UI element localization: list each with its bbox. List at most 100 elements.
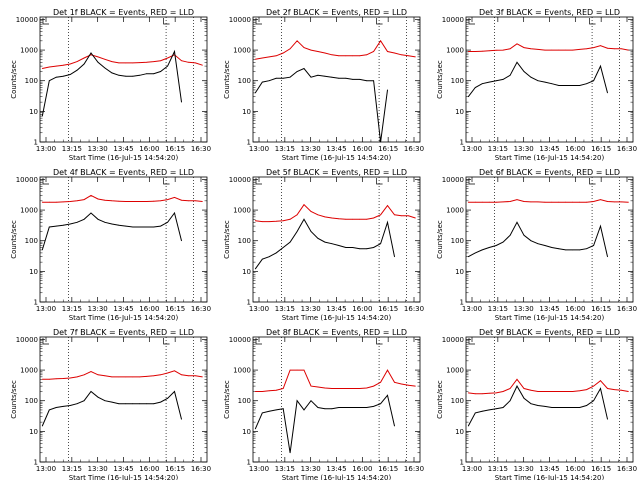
lld-point — [380, 40, 381, 42]
lld-point — [593, 47, 594, 48]
plot-frame — [39, 176, 208, 303]
lld-point — [621, 48, 622, 50]
events-point — [69, 74, 71, 75]
lld-point — [261, 57, 263, 59]
events-point — [48, 80, 50, 82]
events-point — [516, 221, 518, 223]
lld-point — [345, 55, 347, 57]
events-point — [565, 85, 567, 86]
events-point — [607, 418, 608, 420]
events-point — [261, 258, 263, 260]
events-point — [530, 240, 532, 242]
lld-point — [481, 393, 483, 395]
x-tick-label: 13:45 — [326, 145, 346, 153]
lld-point — [474, 201, 476, 203]
y-tick-label: 10 — [242, 108, 251, 116]
lld-point — [551, 201, 553, 203]
lld-point — [261, 391, 263, 392]
x-tick-label: 16:30 — [191, 145, 211, 153]
events-point — [289, 76, 291, 78]
events-point — [296, 71, 298, 72]
events-point — [593, 80, 594, 82]
interval-bracket — [163, 18, 170, 25]
x-tick-label: 13:30 — [301, 145, 321, 153]
lld-point — [600, 199, 601, 201]
lld-point — [254, 58, 256, 60]
lld-point — [373, 385, 374, 387]
interval-bracket — [42, 178, 49, 185]
x-tick-label: 16:00 — [565, 145, 585, 153]
series-events-line — [254, 218, 395, 270]
events-point — [586, 248, 587, 250]
lld-point — [523, 388, 525, 389]
series-lld-line — [468, 43, 629, 52]
lld-point — [607, 388, 608, 389]
y-tick-label: 1 — [34, 299, 38, 307]
y-tick-label: 10 — [455, 108, 464, 116]
lld-point — [516, 378, 518, 380]
lld-point — [352, 55, 354, 57]
x-tick-label: 13:00 — [36, 145, 56, 153]
events-point — [509, 74, 511, 76]
events-point — [544, 81, 546, 83]
lld-point — [586, 389, 587, 390]
events-point — [41, 115, 43, 117]
y-tick-label: 100 — [451, 77, 464, 85]
y-tick-label: 1 — [247, 139, 251, 147]
series-lld-line — [255, 39, 416, 60]
y-tick-label: 1000 — [233, 47, 251, 55]
panel-9: Det 9f BLACK = Events, RED = LLD 1 10 100 10… — [436, 328, 637, 480]
lld-point — [268, 221, 270, 223]
series-events-line — [254, 67, 388, 143]
events-point — [48, 409, 50, 411]
lld-point — [558, 201, 560, 203]
events-point — [55, 225, 57, 227]
y-tick-label: 1000 — [20, 47, 38, 55]
lld-point — [509, 388, 511, 389]
interval-bracket — [468, 338, 475, 345]
lld-point — [579, 49, 581, 50]
events-point — [467, 256, 469, 258]
x-tick-label: 13:30 — [88, 145, 108, 153]
y-tick-label: 1 — [247, 299, 251, 307]
interval-bracket — [163, 338, 170, 345]
lld-point — [331, 388, 333, 389]
lld-point — [373, 217, 374, 219]
lld-point — [394, 214, 395, 216]
panel-title: Det 7f BLACK = Events, RED = LLD — [53, 328, 194, 337]
y-tick-label: 10 — [455, 268, 464, 276]
lld-point — [153, 200, 155, 202]
y-tick-label: 1 — [247, 459, 251, 467]
lld-point — [495, 392, 497, 394]
panel-5: Det 5f BLACK = Events, RED = LLD 1 10 100 10… — [223, 168, 424, 322]
lld-point — [90, 371, 92, 372]
panel-title: Det 8f BLACK = Events, RED = LLD — [266, 328, 407, 337]
x-tick-label: 16:30 — [404, 465, 424, 473]
lld-point — [628, 201, 629, 203]
x-tick-label: 16:00 — [139, 465, 159, 473]
lld-point — [537, 49, 539, 50]
x-tick-label: 13:45 — [113, 305, 133, 313]
lld-point — [160, 60, 162, 62]
events-point — [62, 75, 64, 77]
panel-2: Det 2f BLACK = Events, RED = LLD 1 10 100 10… — [223, 8, 424, 162]
events-point — [90, 212, 92, 214]
lld-point — [282, 388, 284, 389]
y-tick-label: 1000 — [446, 367, 464, 375]
lld-point — [104, 199, 106, 201]
lld-point — [167, 199, 169, 201]
lld-point — [188, 61, 189, 63]
lld-point — [572, 201, 574, 203]
events-point — [118, 74, 120, 76]
events-point — [530, 76, 532, 78]
lld-point — [69, 377, 71, 379]
lld-point — [317, 214, 319, 216]
events-point — [516, 61, 518, 63]
x-tick-label: 13:45 — [326, 305, 346, 313]
y-axis-label: Counts/sec — [10, 60, 18, 99]
lld-point — [55, 201, 57, 203]
lld-point — [488, 201, 490, 203]
events-point — [474, 412, 476, 414]
lld-point — [593, 201, 594, 202]
events-point — [55, 407, 57, 408]
